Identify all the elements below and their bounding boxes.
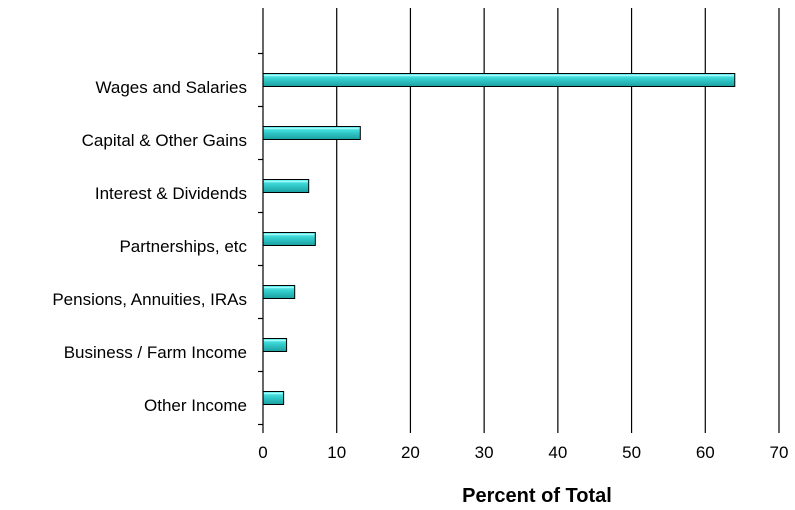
x-tick-label: 30 [475,443,494,462]
x-tick-label: 70 [770,443,789,462]
x-axis-title: Percent of Total [462,485,612,507]
category-label: Wages and Salaries [95,78,247,97]
x-tick-label: 0 [258,443,267,462]
category-label: Business / Farm Income [64,343,247,362]
x-tick-labels: 0 10 20 30 40 50 60 70 [258,443,788,462]
category-label: Interest & Dividends [95,184,247,203]
category-label: Partnerships, etc [119,237,247,256]
gridlines [336,8,780,428]
axes [258,8,780,433]
category-label: Other Income [144,396,247,415]
x-tick-label: 10 [327,443,346,462]
x-tick-label: 50 [622,443,641,462]
x-tick-label: 20 [401,443,420,462]
bars [262,73,736,405]
x-tick-label: 60 [696,443,715,462]
category-label: Pensions, Annuities, IRAs [52,290,247,309]
category-label: Capital & Other Gains [82,131,247,150]
x-tick-label: 40 [548,443,567,462]
category-labels: Wages and Salaries Capital & Other Gains I… [52,78,247,415]
